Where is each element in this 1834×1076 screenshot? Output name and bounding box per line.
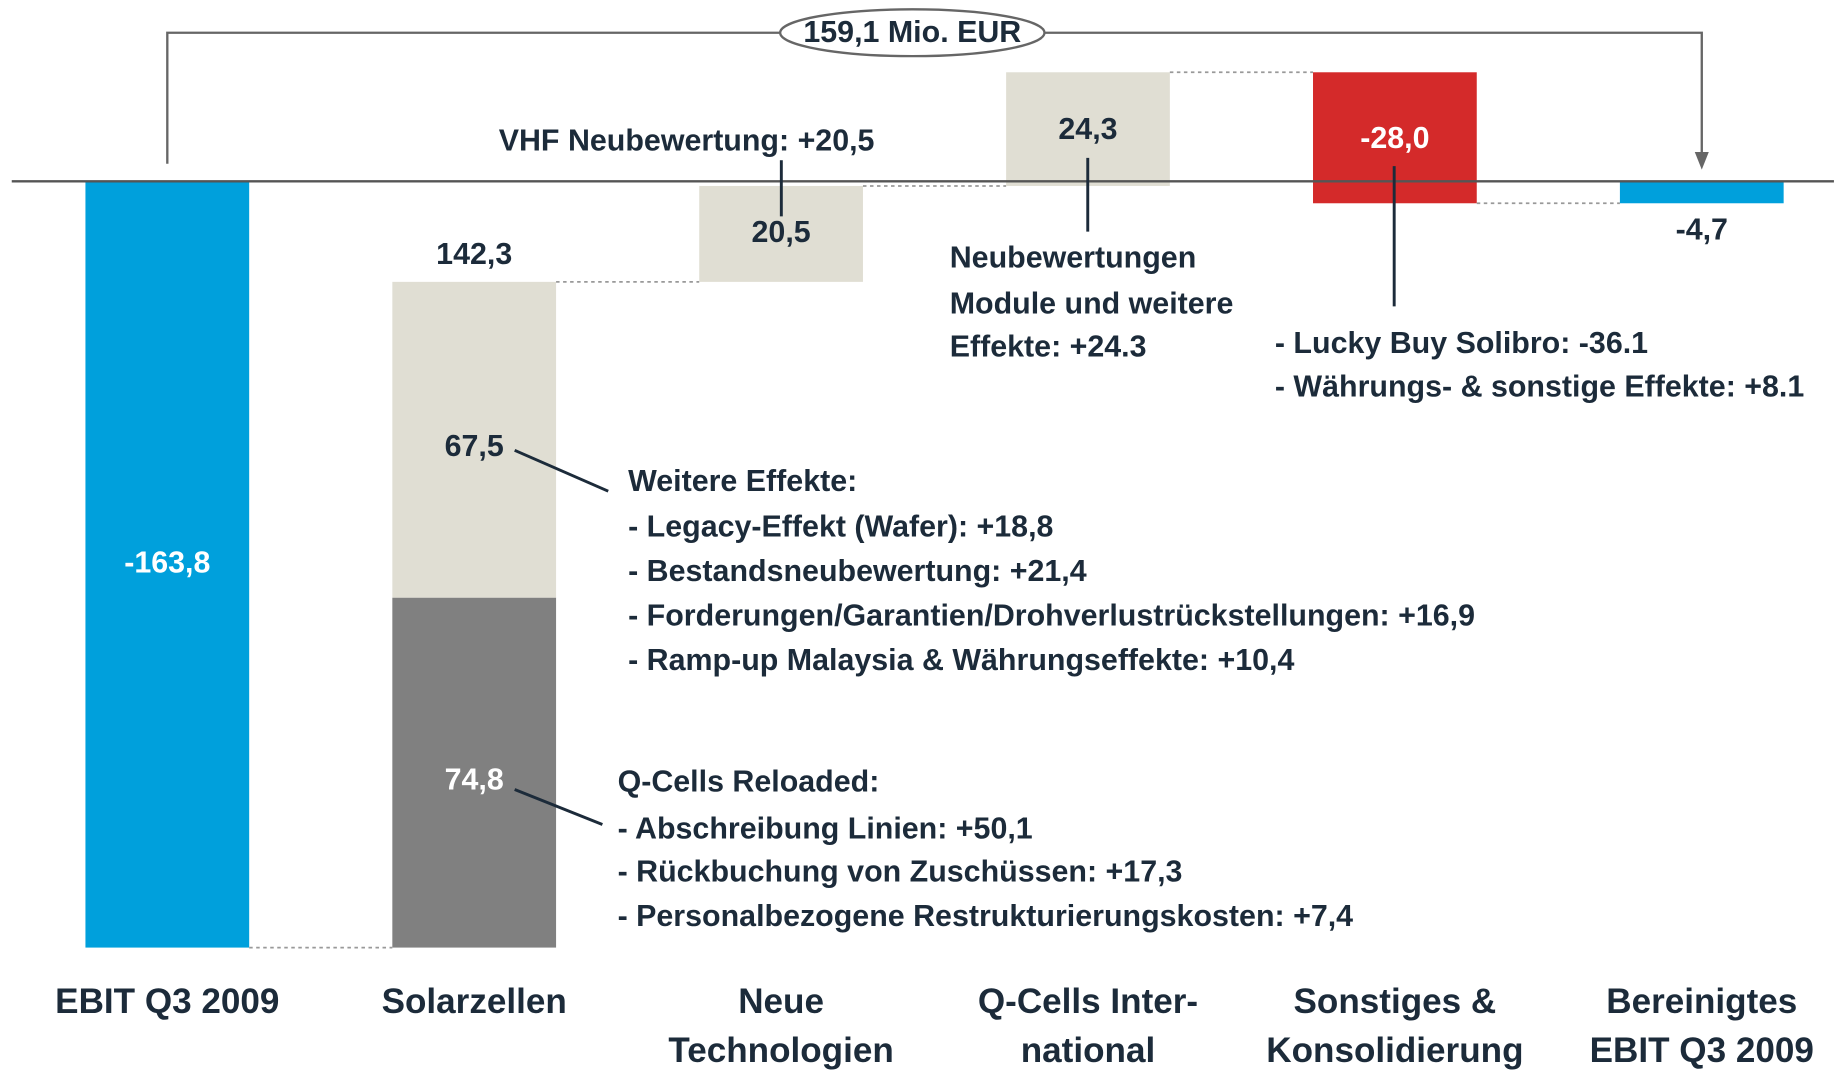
bar-segment (392, 597, 557, 948)
leader-line (514, 448, 609, 493)
category-label: EBIT Q3 2009 (1590, 1031, 1814, 1070)
annotation: Neubewertungen (950, 241, 1197, 275)
annotation: Q-Cells Reloaded: (618, 765, 880, 799)
annotation: VHF Neubewertung: +20,5 (499, 124, 875, 158)
category-label: Konsolidierung (1266, 1031, 1523, 1070)
annotation: - Forderungen/Garantien/Drohverlustrücks… (628, 599, 1475, 633)
category-label: Q-Cells Inter- (978, 982, 1198, 1021)
category-label: Neue (738, 982, 824, 1021)
value-label: -4,7 (1676, 212, 1728, 246)
bar (1619, 181, 1784, 204)
annotation: Weitere Effekte: (628, 464, 857, 498)
value-label: 24,3 (1058, 112, 1117, 146)
bracket-label: 159,1 Mio. EUR (803, 15, 1021, 49)
bracket-arrow (1694, 152, 1709, 170)
category-label: EBIT Q3 2009 (55, 982, 279, 1021)
leader-line (514, 788, 603, 826)
value-label: 20,5 (752, 215, 811, 249)
annotation: - Legacy-Effekt (Wafer): +18,8 (628, 510, 1053, 544)
annotation: Effekte: +24.3 (950, 330, 1147, 364)
bar (85, 181, 250, 948)
category-label: Solarzellen (382, 982, 567, 1021)
annotation: - Ramp-up Malaysia & Währungseffekte: +1… (628, 643, 1294, 677)
annotation: - Bestandsneubewertung: +21,4 (628, 554, 1087, 588)
category-label: Bereinigtes (1606, 982, 1797, 1021)
annotation: - Lucky Buy Solibro: -36.1 (1275, 326, 1648, 360)
segment-label: 67,5 (445, 429, 504, 463)
annotation: - Abschreibung Linien: +50,1 (618, 811, 1033, 845)
segment-label: 74,8 (445, 762, 504, 796)
value-label: -28,0 (1360, 121, 1429, 155)
category-label: national (1021, 1031, 1155, 1070)
bracket (166, 31, 1703, 164)
category-label: Sonstiges & (1294, 982, 1497, 1021)
annotation: Module und weitere (950, 286, 1234, 320)
annotation: - Rückbuchung von Zuschüssen: +17,3 (618, 855, 1183, 889)
value-label: -163,8 (124, 545, 210, 579)
bar-segment (392, 281, 557, 598)
category-label: Technologien (668, 1031, 893, 1070)
annotation: - Währungs- & sonstige Effekte: +8.1 (1275, 369, 1804, 403)
bracket-ellipse (778, 8, 1046, 58)
annotation: - Personalbezogene Restrukturierungskost… (618, 899, 1354, 933)
bars (85, 71, 1784, 949)
value-label: 142,3 (436, 237, 512, 271)
